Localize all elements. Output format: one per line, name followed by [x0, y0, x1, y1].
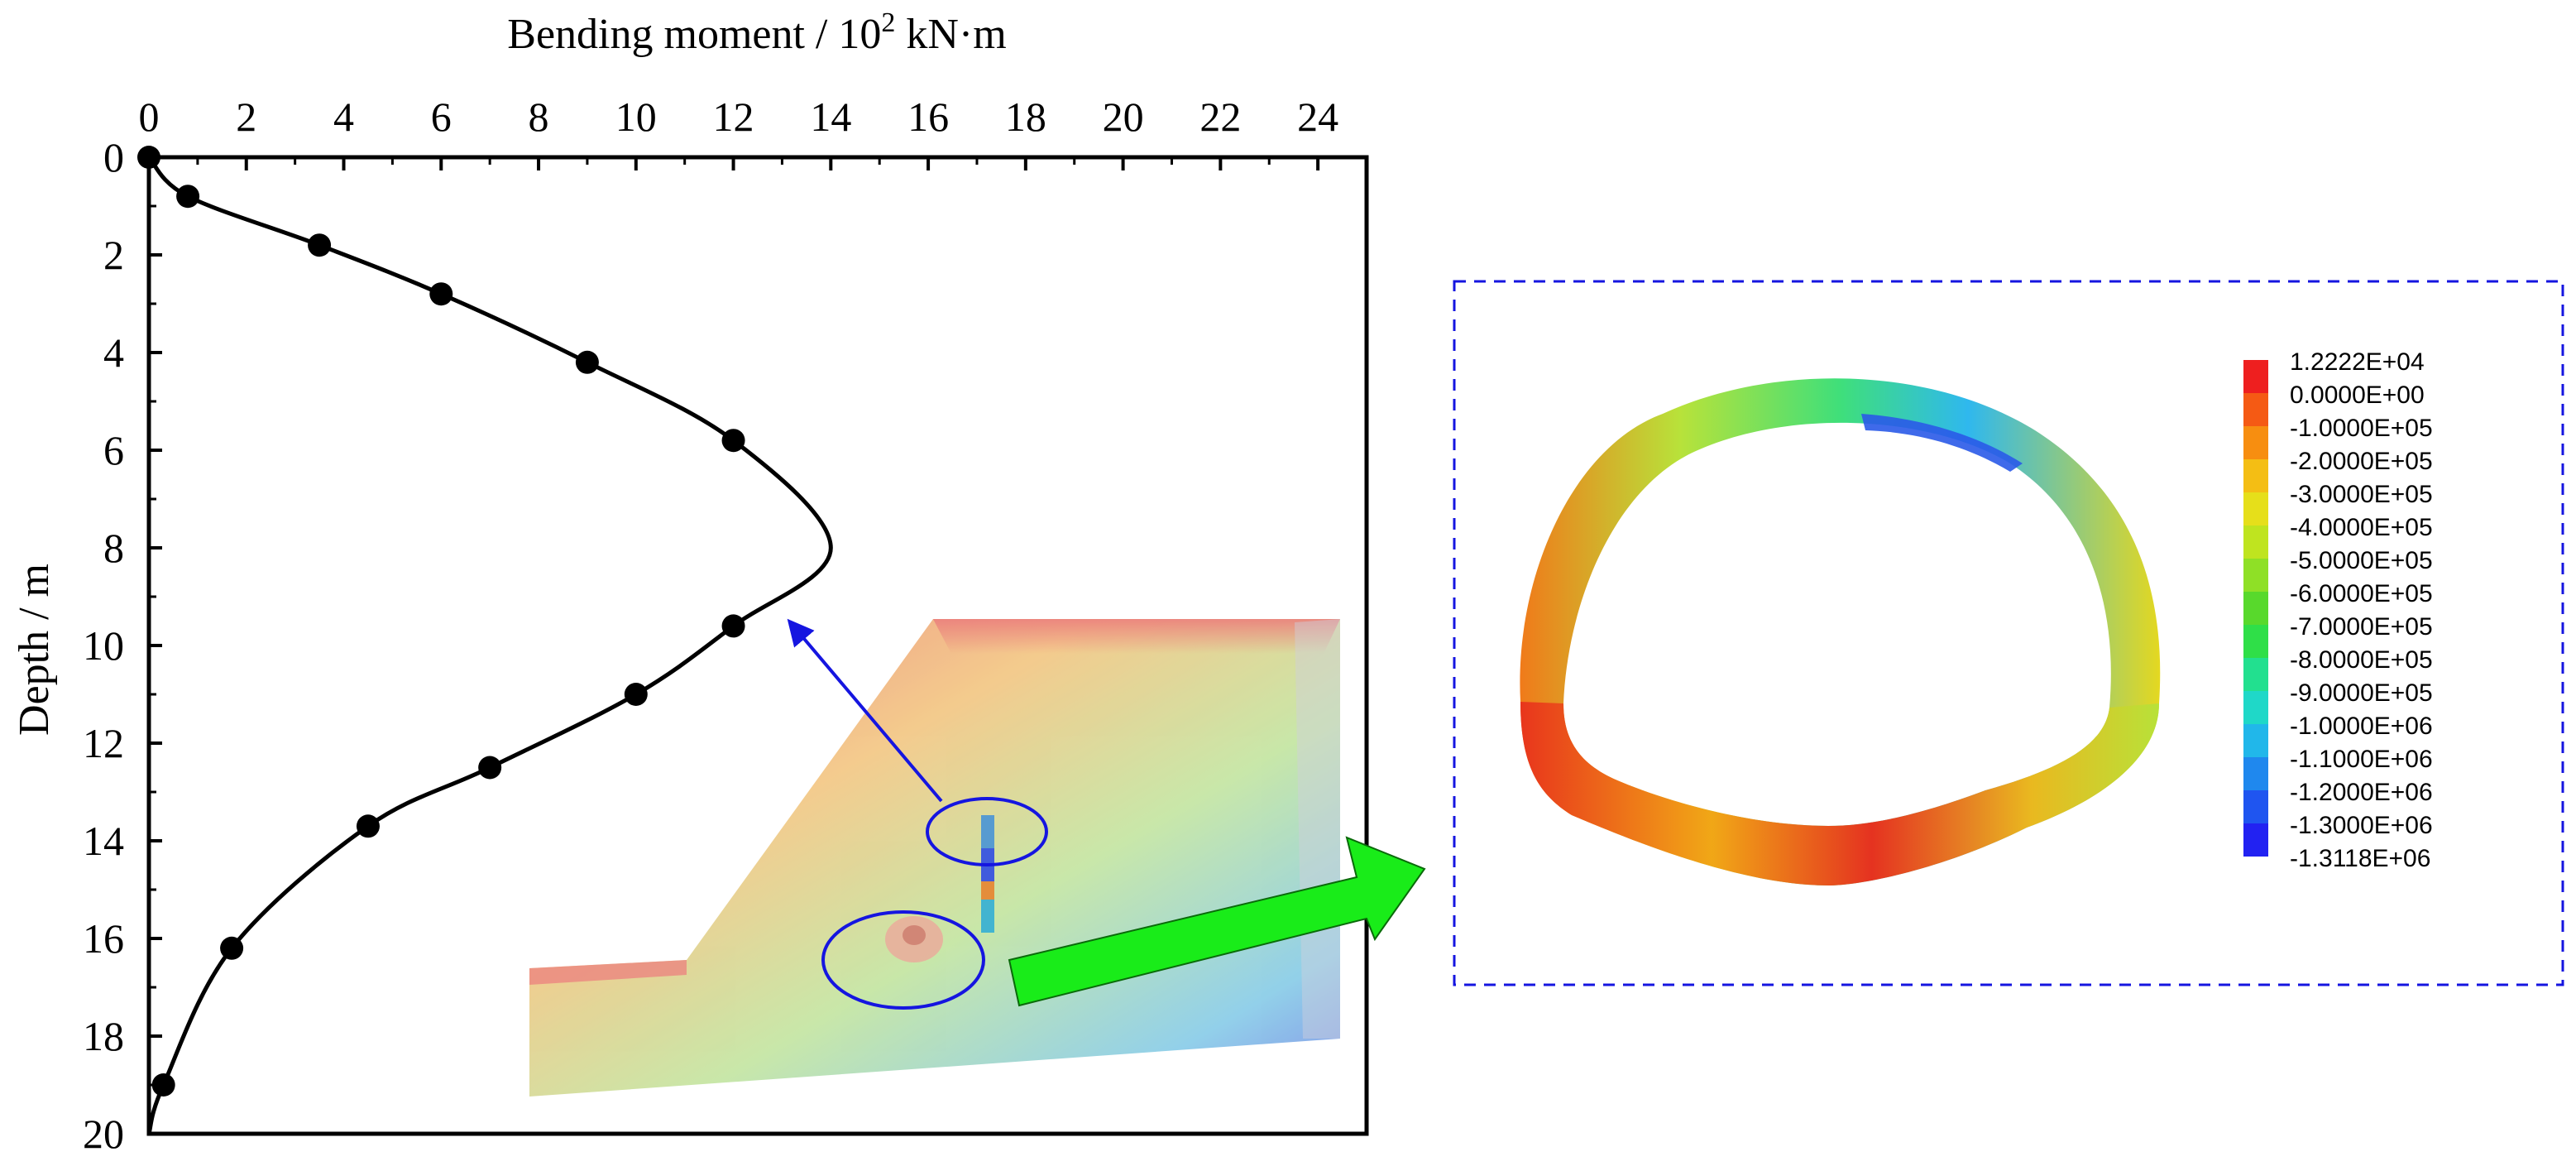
data-point: [478, 756, 502, 780]
x-tick-label: 24: [1297, 94, 1338, 140]
legend-swatch: [2243, 823, 2268, 857]
y-axis-label: Depth / m: [11, 564, 58, 736]
legend-label: -6.0000E+05: [2290, 580, 2433, 607]
y-tick-label: 6: [103, 427, 124, 473]
legend-swatch: [2243, 459, 2268, 492]
legend-swatch: [2243, 790, 2268, 823]
data-point: [176, 185, 200, 209]
legend-swatch: [2243, 592, 2268, 625]
data-point: [429, 282, 453, 306]
legend-swatch: [2243, 393, 2268, 426]
x-tick-label: 16: [907, 94, 949, 140]
x-tick-label: 10: [615, 94, 657, 140]
legend-label: -3.0000E+05: [2290, 481, 2433, 508]
x-tick-label: 0: [139, 94, 160, 140]
legend-label: 1.2222E+04: [2290, 348, 2425, 376]
tunnel-lining-bottom: [1520, 702, 2159, 885]
legend-swatch: [2243, 724, 2268, 757]
legend-label: -2.0000E+05: [2290, 448, 2433, 475]
plot-frame: [146, 155, 1369, 1136]
legend-label: -1.1000E+06: [2290, 746, 2433, 773]
data-point: [624, 683, 648, 706]
legend-label: -5.0000E+05: [2290, 547, 2433, 574]
x-tick-label: 20: [1103, 94, 1144, 140]
y-tick-label: 0: [103, 134, 124, 180]
data-point: [151, 1073, 175, 1097]
legend-label: -1.3000E+06: [2290, 812, 2433, 839]
legend-label: -1.0000E+05: [2290, 415, 2433, 442]
data-point: [575, 350, 599, 374]
legend-swatch: [2243, 526, 2268, 559]
highlight-ellipse-upper: [926, 797, 1048, 866]
y-tick-label: 8: [103, 525, 124, 571]
legend-swatch: [2243, 559, 2268, 592]
x-tick-label: 12: [713, 94, 754, 140]
y-tick-label: 18: [83, 1013, 124, 1059]
y-tick-label: 16: [83, 915, 124, 962]
x-tick-label: 4: [333, 94, 354, 140]
legend-swatch: [2243, 426, 2268, 459]
y-tick-label: 2: [103, 232, 124, 278]
legend-label: -1.3118E+06: [2290, 845, 2430, 872]
x-tick-label: 8: [529, 94, 549, 140]
data-point: [220, 936, 244, 960]
y-ticks: 0 2 4 6 8 10 12 14 16 18 20: [83, 134, 162, 1157]
tunnel-crown-blue: [1861, 414, 2023, 472]
blue-arrow: [787, 618, 943, 803]
y-tick-label: 14: [83, 818, 124, 864]
legend-swatch: [2243, 691, 2268, 724]
legend-swatch: [2243, 625, 2268, 658]
x-axis-label: Bending moment / 102 kN·m: [507, 7, 1006, 58]
inset-dashed-frame: [1453, 280, 2564, 986]
y-tick-label: 12: [83, 720, 124, 766]
legend-swatch: [2243, 658, 2268, 691]
legend-label: -8.0000E+05: [2290, 646, 2433, 674]
legend-label: -1.2000E+06: [2290, 779, 2433, 806]
legend-label: 0.0000E+00: [2290, 382, 2425, 409]
color-legend: 1.2222E+04 0.0000E+00 -1.0000E+05 -2.0000E+…: [2243, 348, 2433, 872]
data-point: [308, 233, 332, 257]
data-point: [721, 429, 745, 453]
legend-label: -9.0000E+05: [2290, 679, 2433, 707]
highlight-ellipse-lower: [821, 910, 985, 1010]
legend-label: -4.0000E+05: [2290, 514, 2433, 541]
legend-swatch: [2243, 360, 2268, 393]
legend-swatch: [2243, 492, 2268, 526]
series-line: [146, 156, 833, 1135]
data-point: [721, 614, 745, 638]
tunnel-lining-inset: 1.2222E+04 0.0000E+00 -1.0000E+05 -2.0000E+…: [1453, 280, 2564, 986]
legend-label: -1.0000E+06: [2290, 713, 2433, 740]
legend-swatch: [2243, 757, 2268, 790]
y-tick-label: 10: [83, 622, 124, 669]
slope-model-picture: [529, 619, 1340, 1097]
x-tick-label: 14: [810, 94, 851, 140]
x-tick-label: 22: [1199, 94, 1241, 140]
y-tick-label: 20: [83, 1111, 124, 1157]
data-point: [356, 814, 380, 838]
green-arrow: [1008, 836, 1426, 1007]
y-tick-label: 4: [103, 329, 124, 376]
x-ticks: 0 2 4 6 8 10 12 14 16 18 20 22 24: [139, 94, 1368, 170]
x-tick-label: 2: [236, 94, 256, 140]
x-tick-label: 18: [1005, 94, 1046, 140]
x-tick-label: 6: [431, 94, 452, 140]
plot-area: [137, 146, 833, 1135]
legend-label: -7.0000E+05: [2290, 613, 2433, 641]
